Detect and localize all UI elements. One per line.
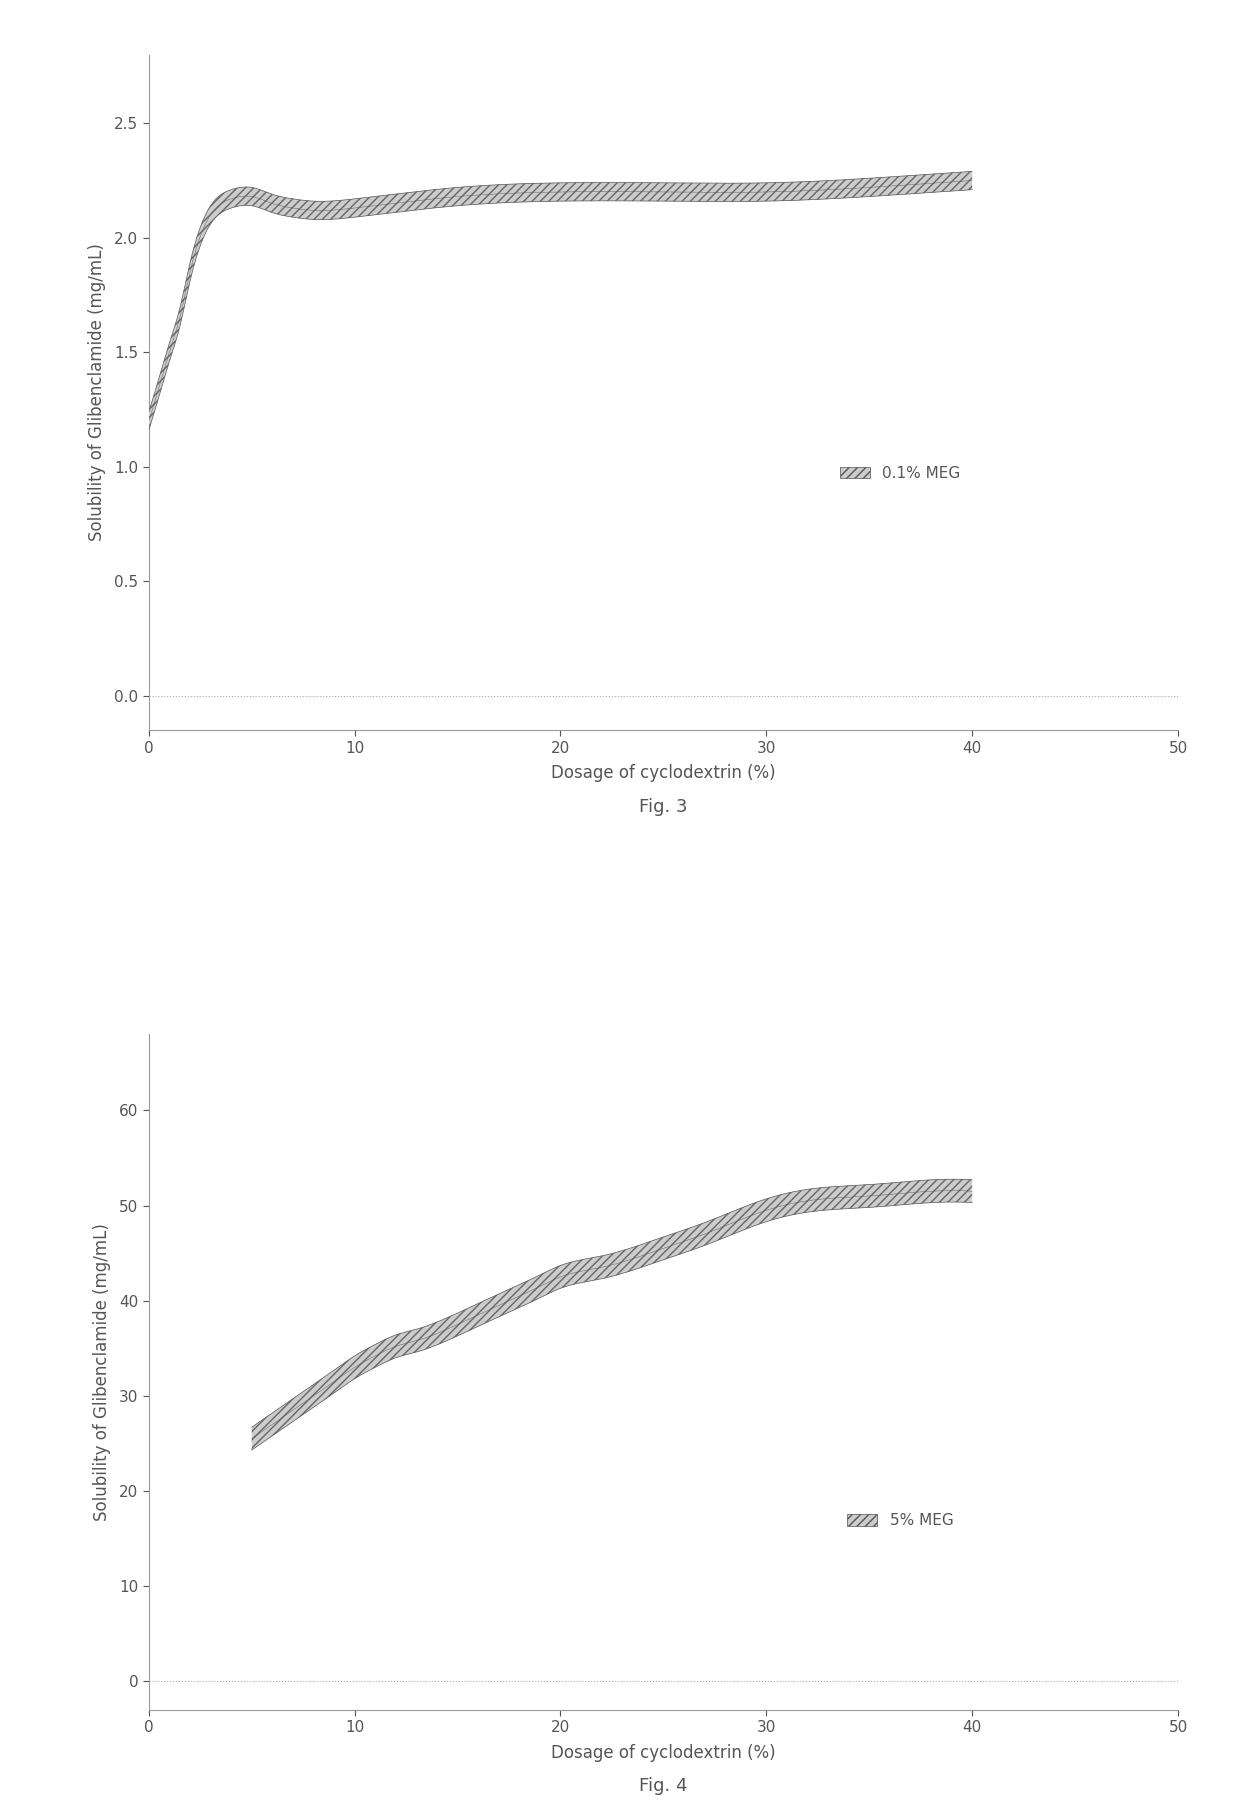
Y-axis label: Solubility of Glibenclamide (mg/mL): Solubility of Glibenclamide (mg/mL) [88,244,105,542]
Legend: 0.1% MEG: 0.1% MEG [833,460,967,487]
X-axis label: Dosage of cyclodextrin (%): Dosage of cyclodextrin (%) [551,1744,776,1761]
Text: Fig. 3: Fig. 3 [639,799,688,815]
Y-axis label: Solubility of Glibenclamide (mg/mL): Solubility of Glibenclamide (mg/mL) [93,1222,110,1521]
X-axis label: Dosage of cyclodextrin (%): Dosage of cyclodextrin (%) [551,764,776,782]
Legend: 5% MEG: 5% MEG [841,1508,960,1533]
Text: Fig. 4: Fig. 4 [639,1777,688,1795]
